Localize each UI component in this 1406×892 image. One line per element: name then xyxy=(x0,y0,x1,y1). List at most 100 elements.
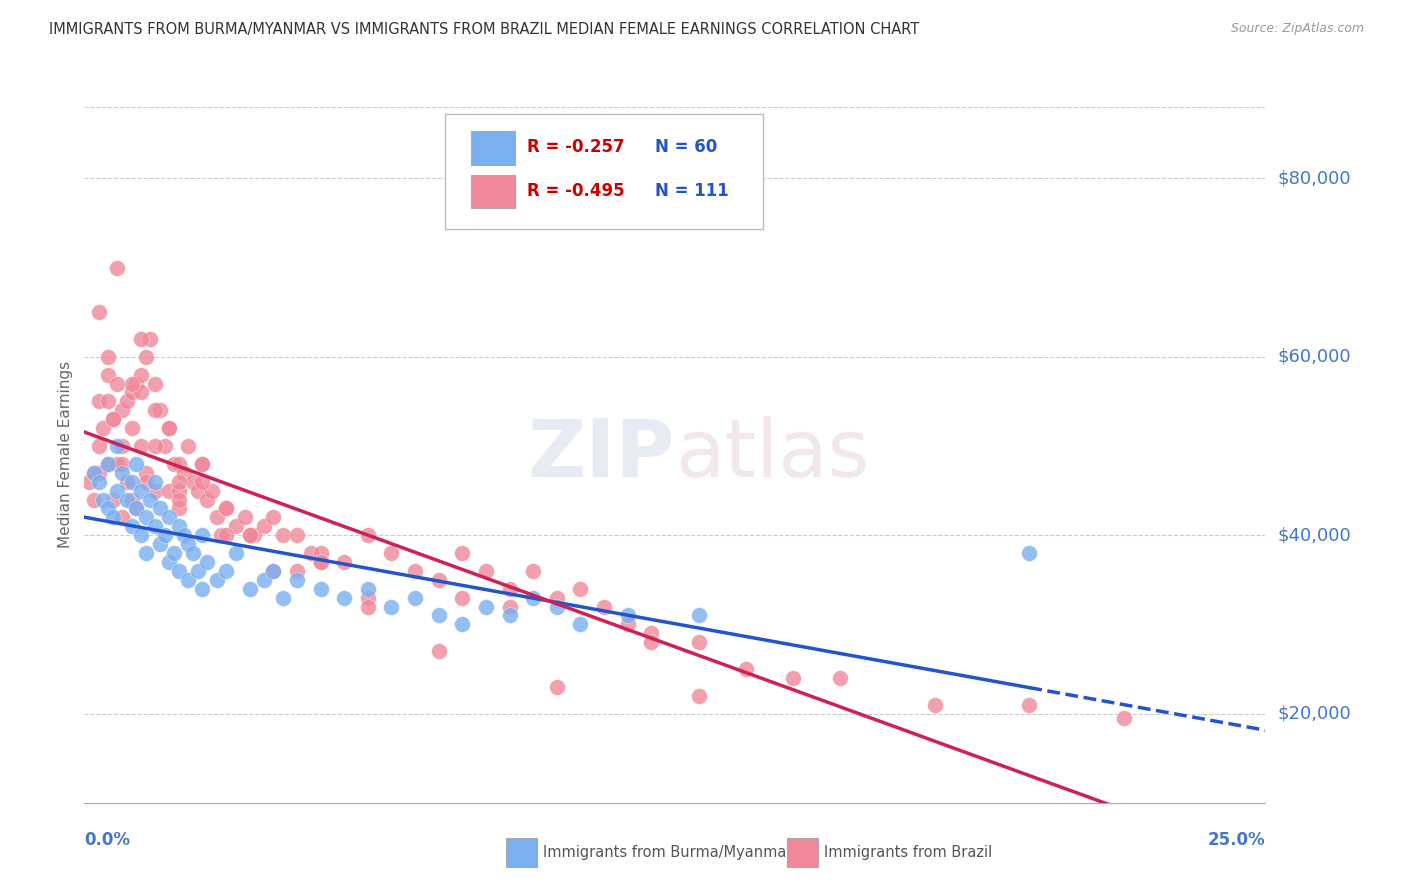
Point xyxy=(87,475,110,489)
Point xyxy=(239,582,262,596)
Point xyxy=(640,626,662,640)
Point xyxy=(143,439,166,453)
Point xyxy=(427,573,450,587)
Point xyxy=(111,439,134,453)
Point xyxy=(97,350,120,364)
Point xyxy=(163,457,186,471)
Point xyxy=(262,564,284,578)
Point xyxy=(87,394,110,409)
Point xyxy=(309,555,332,569)
Point xyxy=(239,528,262,542)
Point xyxy=(734,662,756,676)
Point xyxy=(427,644,450,658)
Point xyxy=(546,599,568,614)
Text: atlas: atlas xyxy=(675,416,869,494)
Point xyxy=(191,582,214,596)
Text: N = 111: N = 111 xyxy=(655,182,728,200)
Point xyxy=(139,332,162,346)
Point xyxy=(215,501,238,516)
Point xyxy=(107,439,129,453)
Text: $40,000: $40,000 xyxy=(1277,526,1351,544)
Point xyxy=(107,457,129,471)
Point xyxy=(181,546,204,560)
Point xyxy=(427,608,450,623)
Point xyxy=(357,582,380,596)
Text: 25.0%: 25.0% xyxy=(1208,830,1265,848)
Point xyxy=(924,698,946,712)
Point xyxy=(498,608,520,623)
Point xyxy=(262,564,284,578)
Point xyxy=(309,546,332,560)
Point xyxy=(115,475,138,489)
Point xyxy=(253,519,276,533)
Point xyxy=(830,671,852,685)
Point xyxy=(195,555,218,569)
Point xyxy=(101,412,124,426)
Text: $60,000: $60,000 xyxy=(1277,348,1351,366)
Point xyxy=(380,546,402,560)
Point xyxy=(640,635,662,649)
Point xyxy=(143,376,166,391)
Point xyxy=(121,492,143,507)
Text: $20,000: $20,000 xyxy=(1277,705,1351,723)
Point xyxy=(167,501,190,516)
Point xyxy=(225,546,247,560)
Text: Immigrants from Brazil: Immigrants from Brazil xyxy=(824,846,993,860)
Point xyxy=(83,466,105,480)
Point xyxy=(688,689,710,703)
Text: Immigrants from Burma/Myanmar: Immigrants from Burma/Myanmar xyxy=(543,846,792,860)
Point xyxy=(271,528,294,542)
Point xyxy=(135,475,157,489)
Point xyxy=(404,591,426,605)
FancyBboxPatch shape xyxy=(444,114,763,229)
Point xyxy=(121,475,143,489)
Point xyxy=(111,403,134,417)
Point xyxy=(125,376,148,391)
Point xyxy=(129,439,152,453)
Point xyxy=(546,680,568,694)
Point xyxy=(215,528,238,542)
Point xyxy=(107,260,129,275)
Point xyxy=(233,510,256,524)
Point xyxy=(262,510,284,524)
Point xyxy=(357,528,380,542)
Point xyxy=(143,519,166,533)
Point xyxy=(143,483,166,498)
Point xyxy=(271,591,294,605)
Point xyxy=(1018,546,1040,560)
Point xyxy=(97,501,120,516)
Point xyxy=(157,421,180,435)
Point xyxy=(101,510,124,524)
Point xyxy=(107,483,129,498)
Point xyxy=(163,546,186,560)
Point xyxy=(129,368,152,382)
Text: IMMIGRANTS FROM BURMA/MYANMAR VS IMMIGRANTS FROM BRAZIL MEDIAN FEMALE EARNINGS C: IMMIGRANTS FROM BURMA/MYANMAR VS IMMIGRA… xyxy=(49,22,920,37)
Point xyxy=(181,475,204,489)
Point xyxy=(522,564,544,578)
Point xyxy=(285,564,308,578)
Point xyxy=(1018,698,1040,712)
Point xyxy=(451,591,474,605)
Point xyxy=(451,617,474,632)
Point xyxy=(97,368,120,382)
Point xyxy=(309,555,332,569)
Point xyxy=(253,573,276,587)
Point xyxy=(688,635,710,649)
Point xyxy=(153,528,176,542)
Point xyxy=(139,492,162,507)
Point xyxy=(101,492,124,507)
Point xyxy=(688,608,710,623)
Point xyxy=(111,457,134,471)
Point xyxy=(157,483,180,498)
Point xyxy=(129,528,152,542)
Point xyxy=(333,555,356,569)
Point xyxy=(285,573,308,587)
Point xyxy=(191,528,214,542)
Text: N = 60: N = 60 xyxy=(655,138,717,156)
Point xyxy=(157,510,180,524)
Point xyxy=(111,466,134,480)
Point xyxy=(357,591,380,605)
Point xyxy=(97,457,120,471)
Point xyxy=(309,582,332,596)
Bar xyxy=(471,175,516,208)
